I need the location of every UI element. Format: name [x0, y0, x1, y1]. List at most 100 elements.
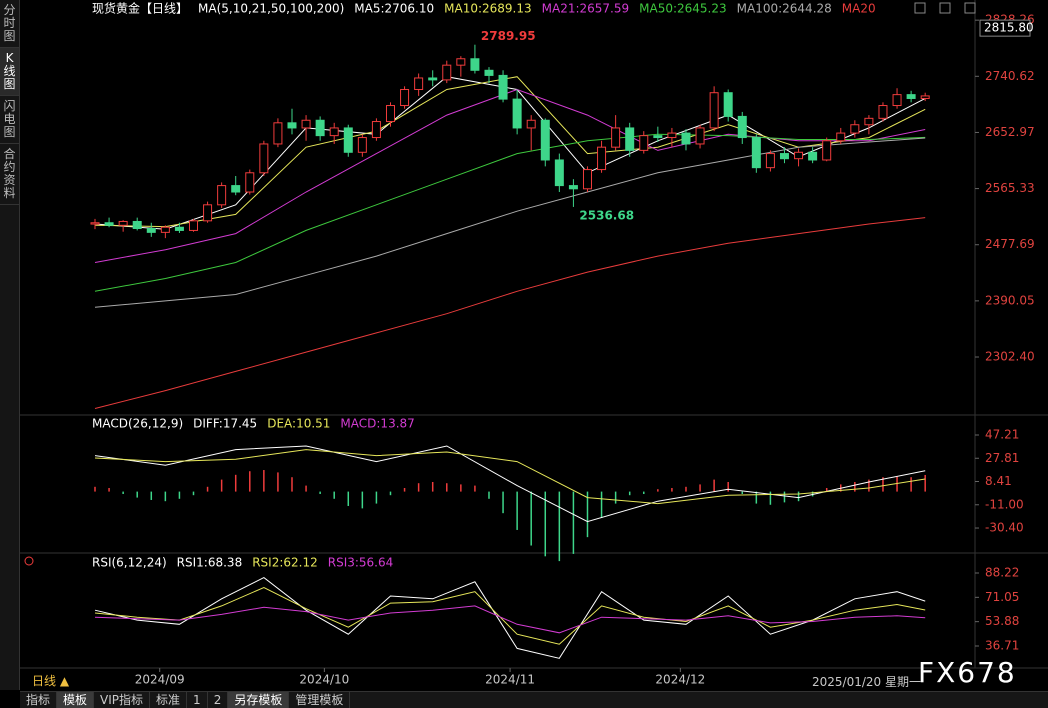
legend-item: MACD:13.87 — [340, 417, 414, 431]
legend-item: MACD(26,12,9) — [92, 417, 183, 431]
candle-body — [245, 172, 255, 193]
y-tick-label: 2740.62 — [985, 69, 1035, 83]
candle-body — [357, 137, 367, 153]
toolbar-tab[interactable]: 1 — [187, 692, 208, 708]
candle-body — [470, 58, 480, 71]
annotation: 2789.95 — [481, 29, 536, 43]
icon-button[interactable] — [939, 2, 951, 14]
sidebar-tab[interactable]: 合约资料 — [0, 144, 19, 205]
series-line — [94, 605, 926, 634]
y-tick-label: 2302.40 — [985, 350, 1035, 364]
candle-body — [259, 143, 269, 174]
toolbar-tab[interactable]: 2 — [208, 692, 229, 708]
candle-body — [188, 220, 198, 231]
candle-body — [794, 151, 804, 160]
candle-body — [287, 122, 297, 129]
x-tick-label: 2024/12 — [655, 673, 705, 687]
legend-item: MA10:2689.13 — [444, 2, 532, 16]
candle-body — [498, 74, 508, 100]
period-selector[interactable]: 日线 ▲ — [32, 674, 70, 688]
y-tick-label: -30.40 — [985, 521, 1024, 535]
icon-button[interactable] — [964, 2, 976, 14]
date-label: 2025/01/20 星期一 — [812, 675, 921, 689]
candle-body — [667, 132, 677, 139]
candle-body — [217, 185, 227, 206]
series-line — [94, 577, 926, 659]
candle-body — [920, 95, 930, 99]
y-tick-label: 36.71 — [985, 638, 1019, 652]
candle-body — [428, 77, 438, 81]
candle-body — [709, 92, 719, 129]
legend-item: MA(5,10,21,50,100,200) — [198, 2, 344, 16]
candle-body — [400, 89, 410, 107]
candle-body — [779, 153, 789, 160]
toolbar-tab[interactable]: 模板 — [57, 692, 95, 708]
candle-body — [414, 77, 424, 91]
candle-body — [343, 127, 353, 153]
candle-body — [681, 132, 691, 145]
background — [20, 0, 1048, 690]
toolbar-tab[interactable]: 另存模板 — [228, 692, 290, 708]
tab-label: K线图 — [3, 51, 16, 91]
toolbar-tab[interactable]: 管理模板 — [289, 692, 351, 708]
candle-body — [850, 124, 860, 134]
annotation: 2536.68 — [579, 208, 634, 222]
legend-item: RSI3:56.64 — [328, 556, 394, 570]
series-line — [94, 137, 926, 308]
candle-body — [273, 122, 283, 145]
candle-body — [146, 228, 156, 233]
candle-body — [695, 127, 705, 145]
tab-label: 合约资料 — [3, 147, 16, 200]
toolbar-tab[interactable]: 标准 — [150, 692, 188, 708]
candle-body — [582, 169, 592, 190]
sidebar-tab[interactable]: K线图 — [0, 48, 19, 96]
toolbar-tab[interactable]: 指标 — [20, 692, 58, 708]
y-tick-label: 2565.33 — [985, 181, 1035, 195]
candle-body — [315, 119, 325, 137]
series-line — [94, 133, 926, 292]
icon-button[interactable] — [914, 2, 926, 14]
sidebar-tab[interactable]: 分时图 — [0, 0, 19, 48]
pane-icon[interactable] — [24, 556, 34, 566]
legend-item: 现货黄金【日线】 — [92, 1, 188, 16]
candle-body — [301, 119, 311, 129]
candle-body — [737, 115, 747, 139]
candle-body — [597, 146, 607, 171]
y-tick-label: 27.81 — [985, 451, 1019, 465]
candle-body — [625, 127, 635, 151]
legend-item: DEA:10.51 — [267, 417, 330, 431]
y-tick-label: 2652.97 — [985, 125, 1035, 139]
candle-body — [611, 127, 621, 148]
sidebar-tab[interactable]: 闪电图 — [0, 96, 19, 144]
candle-body — [442, 64, 452, 81]
candle-body — [385, 105, 395, 123]
watermark: FX678 — [918, 656, 1017, 689]
candle-body — [231, 185, 241, 193]
legend-item: RSI(6,12,24) — [92, 556, 167, 570]
legend-item: MA21:2657.59 — [542, 2, 630, 16]
series-line — [94, 445, 926, 523]
last-price-box — [979, 19, 1031, 37]
toolbar-tab[interactable]: VIP指标 — [94, 692, 151, 708]
candle-body — [639, 135, 649, 151]
candle-body — [203, 204, 213, 222]
candle-body — [723, 92, 733, 117]
candle-body — [160, 226, 170, 233]
candle-body — [90, 222, 100, 225]
candle-body — [484, 69, 494, 76]
candle-body — [329, 127, 339, 137]
candle-body — [526, 119, 536, 129]
candle-body — [653, 135, 663, 139]
candle-body — [836, 132, 846, 142]
candle-body — [371, 121, 381, 139]
y-tick-label: 71.05 — [985, 590, 1019, 604]
candle-body — [554, 159, 564, 187]
series-line — [94, 88, 926, 263]
y-tick-label: 47.21 — [985, 428, 1019, 442]
legend-item: MA20 — [842, 2, 876, 16]
candle-body — [765, 153, 775, 169]
candle-body — [751, 137, 761, 169]
legend-item: RSI2:62.12 — [252, 556, 318, 570]
tab-label: 分时图 — [3, 3, 16, 43]
